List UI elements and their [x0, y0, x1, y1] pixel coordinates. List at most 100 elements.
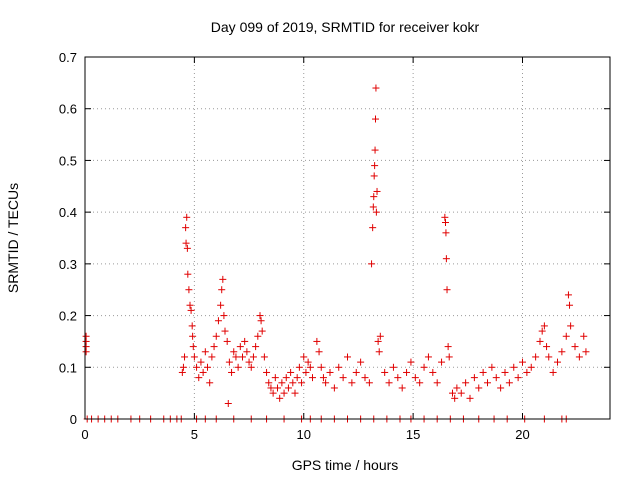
data-point	[369, 224, 377, 232]
data-point	[407, 358, 415, 366]
y-tick-label: 0	[70, 412, 77, 427]
data-point	[372, 115, 379, 123]
data-point	[492, 374, 500, 382]
data-point	[373, 187, 381, 195]
data-point	[210, 343, 218, 351]
data-point	[479, 368, 487, 376]
data-point	[368, 260, 376, 268]
data-point	[221, 327, 229, 335]
data-point	[352, 368, 360, 376]
x-tick-label: 20	[515, 427, 529, 442]
data-point	[218, 286, 226, 294]
data-point	[306, 363, 314, 371]
data-point	[225, 358, 233, 366]
data-point	[201, 348, 209, 356]
data-point	[189, 332, 197, 340]
data-point	[411, 374, 419, 382]
data-point	[545, 353, 553, 361]
data-point	[571, 343, 579, 351]
data-point	[252, 343, 260, 351]
data-point	[424, 353, 432, 361]
data-point	[247, 363, 255, 371]
data-point	[267, 384, 275, 392]
data-point	[403, 368, 411, 376]
data-point	[344, 353, 351, 361]
data-point	[304, 358, 312, 366]
data-point	[376, 332, 384, 340]
data-point	[567, 322, 575, 330]
data-point	[475, 384, 483, 392]
data-point	[260, 353, 268, 361]
data-point	[186, 301, 194, 309]
data-point	[243, 348, 251, 356]
data-point	[558, 348, 566, 356]
data-point	[183, 213, 191, 221]
data-point	[179, 363, 187, 371]
data-point	[554, 358, 561, 366]
data-point	[249, 353, 257, 361]
data-point	[178, 368, 186, 376]
data-point	[562, 332, 570, 340]
data-point	[381, 368, 389, 376]
data-point	[457, 389, 465, 397]
data-point	[374, 337, 382, 345]
x-tick-label: 0	[81, 427, 88, 442]
data-point	[291, 389, 299, 397]
data-point	[319, 374, 327, 382]
data-point	[185, 286, 193, 294]
data-point	[309, 374, 316, 382]
data-point	[532, 353, 540, 361]
data-point	[214, 317, 222, 325]
data-point	[317, 363, 325, 371]
data-point	[442, 229, 450, 237]
data-point	[195, 374, 203, 382]
y-tick-label: 0.3	[59, 257, 77, 272]
data-point	[538, 327, 546, 335]
grid	[85, 57, 610, 419]
plot-frame	[84, 56, 611, 420]
data-point	[429, 368, 437, 376]
data-point	[438, 358, 446, 366]
data-point	[501, 368, 509, 376]
y-axis-ticks: 0 0.1 0.2 0.3 0.4 0.5 0.6 0.7	[59, 50, 610, 427]
data-point	[271, 374, 279, 382]
data-point	[497, 384, 505, 392]
data-point	[257, 317, 265, 325]
data-point	[182, 239, 190, 247]
data-point	[484, 379, 491, 387]
data-point	[204, 363, 211, 371]
data-point	[371, 162, 379, 170]
y-tick-label: 0.2	[59, 309, 77, 324]
data-point	[372, 84, 380, 92]
data-point	[187, 306, 195, 314]
y-tick-label: 0.4	[59, 205, 77, 220]
data-point	[505, 379, 513, 387]
data-point	[228, 368, 236, 376]
y-tick-label: 0.1	[59, 360, 77, 375]
data-point	[420, 363, 428, 371]
data-point	[514, 374, 522, 382]
data-point	[365, 379, 373, 387]
data-point	[269, 389, 277, 397]
data-point	[241, 337, 249, 345]
data-point	[234, 363, 242, 371]
data-point	[263, 368, 271, 376]
data-point	[582, 348, 590, 356]
data-point	[182, 224, 190, 232]
data-point	[335, 363, 343, 371]
data-point	[451, 394, 459, 402]
data-point	[295, 363, 303, 371]
data-point	[470, 374, 478, 382]
data-point	[254, 332, 262, 340]
data-point	[330, 384, 338, 392]
data-point	[212, 332, 220, 340]
data-point	[441, 213, 449, 221]
data-point	[575, 353, 583, 361]
x-tick-label: 10	[297, 427, 311, 442]
data-point	[543, 343, 551, 351]
data-point	[300, 353, 308, 361]
data-point	[357, 358, 365, 366]
data-point	[197, 358, 205, 366]
y-axis-label: SRMTID / TECUs	[5, 183, 21, 293]
data-markers	[82, 84, 590, 423]
